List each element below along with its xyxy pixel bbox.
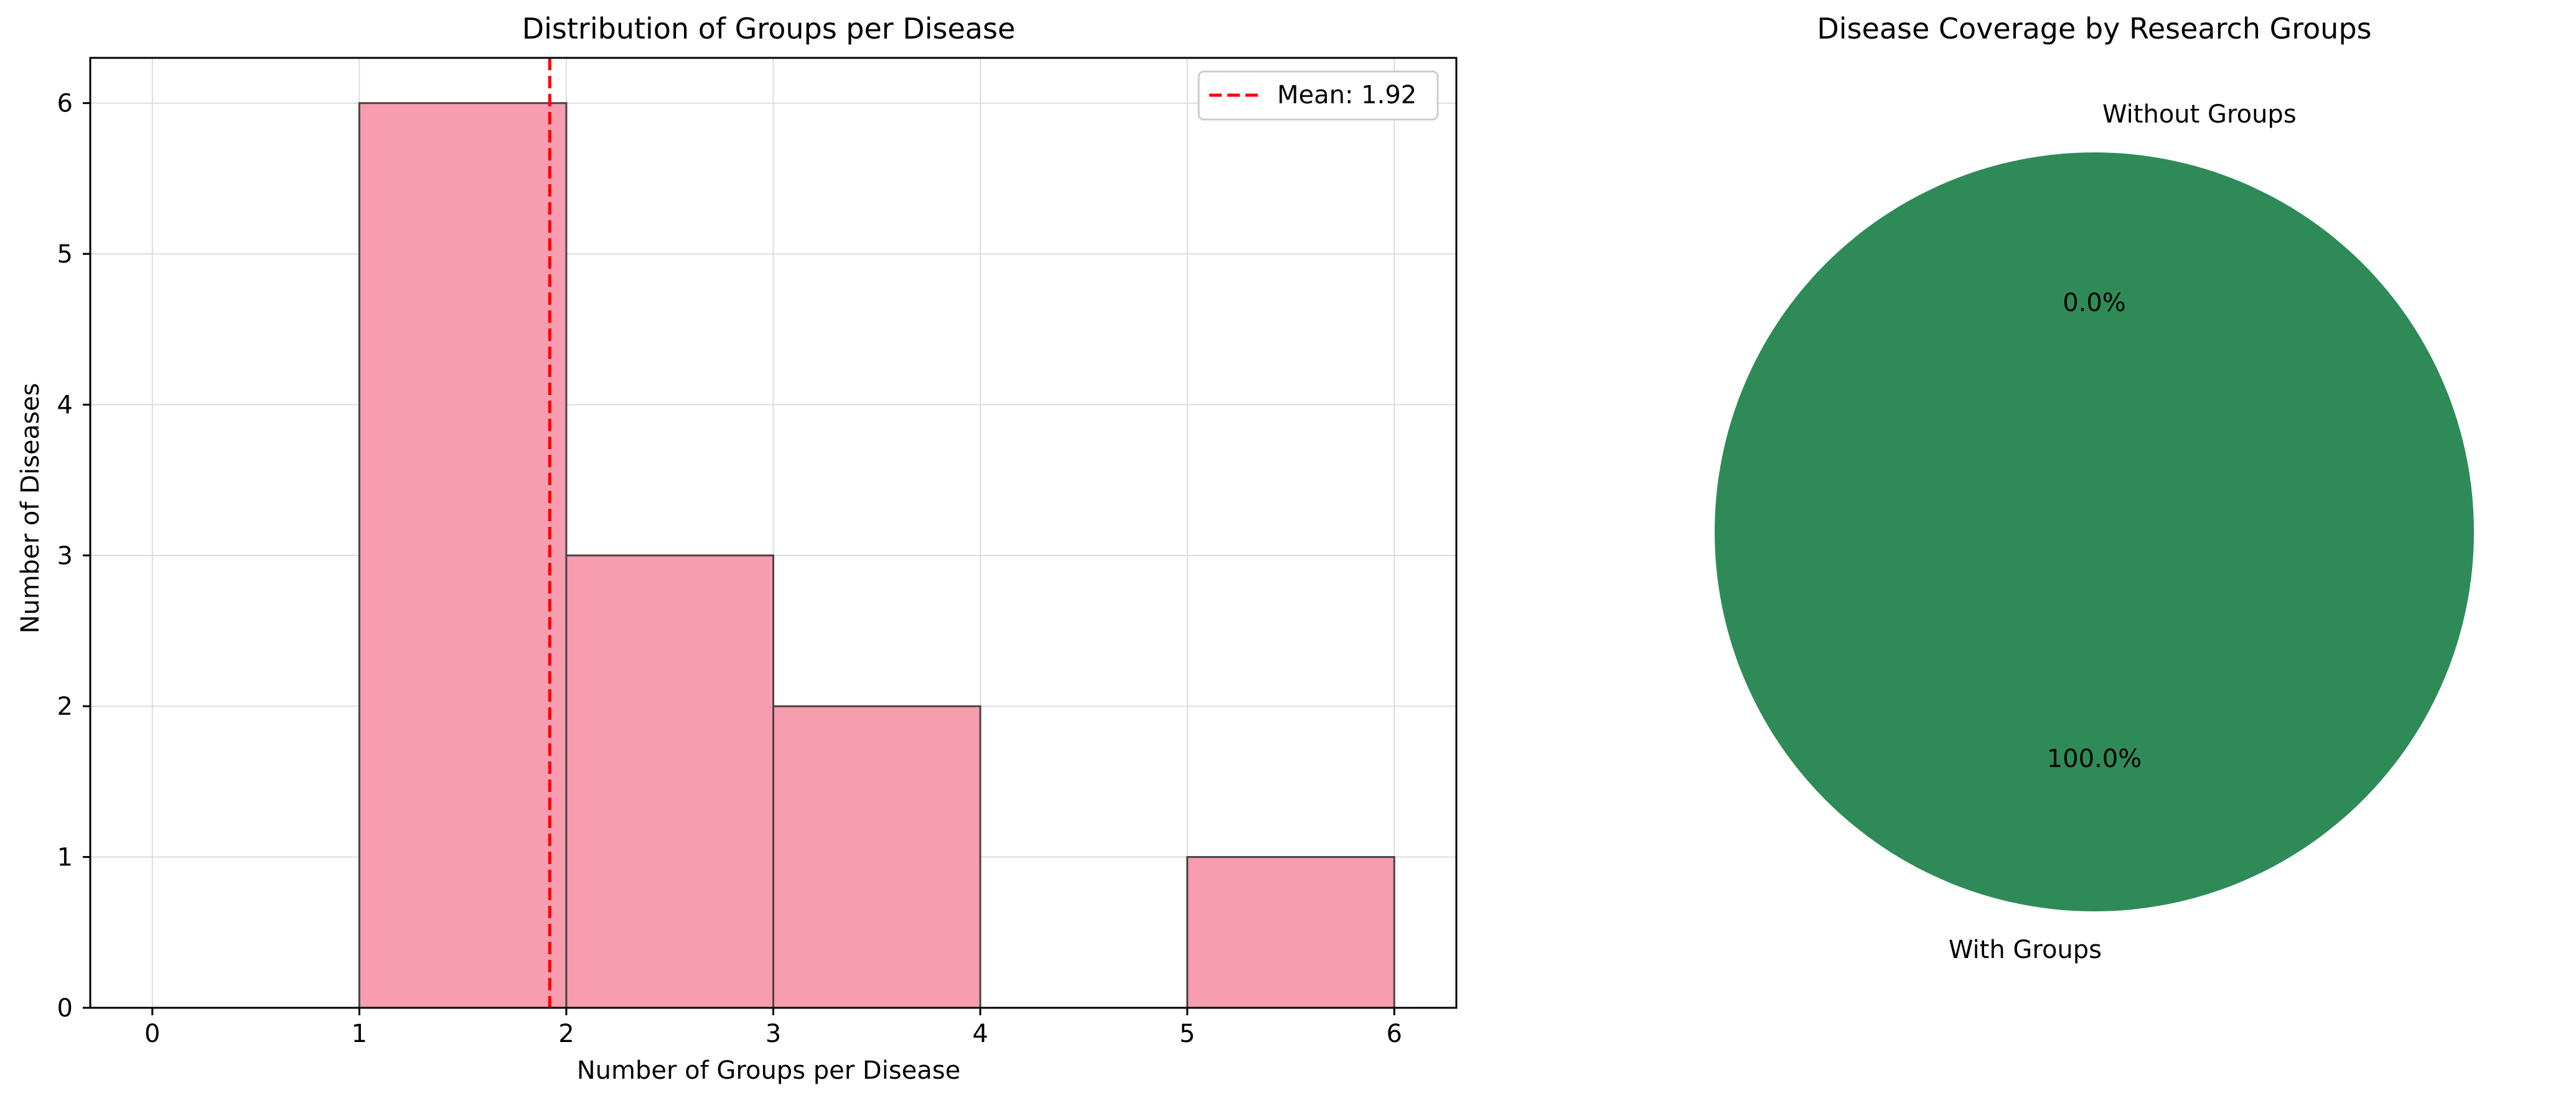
- y-tick-label: 2: [57, 692, 73, 721]
- histogram-panel: Distribution of Groups per Disease 0 1 2 3 4…: [16, 12, 1458, 1085]
- x-tick-label: 1: [352, 1020, 367, 1048]
- pie-label-with-groups: With Groups: [1949, 936, 2102, 964]
- y-tick-label: 0: [57, 994, 73, 1023]
- y-tick-label: 3: [57, 542, 73, 570]
- y-tick-label: 6: [57, 90, 73, 118]
- pie-slice-with-groups: [1715, 152, 2474, 911]
- histogram-bar: [1186, 856, 1395, 1009]
- histogram-bars: [358, 102, 1395, 1009]
- x-tick-label: 3: [766, 1020, 781, 1048]
- histogram-legend: Mean: 1.92: [1197, 70, 1439, 121]
- histogram-bar: [358, 102, 568, 1009]
- x-tick-label: 6: [1387, 1020, 1402, 1048]
- x-tick-label: 5: [1179, 1020, 1195, 1048]
- pie-label-without-groups: Without Groups: [2102, 100, 2297, 129]
- histogram-x-axis-label: Number of Groups per Disease: [577, 1056, 960, 1085]
- histogram-x-ticks: 0 1 2 3 4 5 6: [144, 1008, 1402, 1048]
- histogram-bar: [772, 705, 981, 1009]
- y-tick-label: 1: [57, 844, 73, 872]
- x-tick-label: 4: [972, 1020, 988, 1048]
- histogram-y-ticks: 0 1 2 3 4 5 6: [57, 90, 90, 1023]
- pie-pct-without-groups: 0.0%: [2063, 289, 2126, 317]
- histogram-title: Distribution of Groups per Disease: [522, 12, 1016, 45]
- y-tick-label: 4: [57, 391, 73, 419]
- pie-pct-with-groups: 100.0%: [2047, 745, 2142, 773]
- legend-box: [1197, 70, 1439, 121]
- legend-mean-label: Mean: 1.92: [1277, 81, 1417, 109]
- x-tick-label: 2: [558, 1020, 574, 1048]
- pie-title: Disease Coverage by Research Groups: [1817, 12, 2371, 45]
- y-tick-label: 5: [57, 240, 73, 269]
- histogram-bar: [565, 554, 774, 1009]
- pie-panel: Disease Coverage by Research Groups With…: [1715, 12, 2474, 964]
- x-tick-label: 0: [144, 1020, 160, 1048]
- histogram-y-axis-label: Number of Diseases: [16, 383, 45, 634]
